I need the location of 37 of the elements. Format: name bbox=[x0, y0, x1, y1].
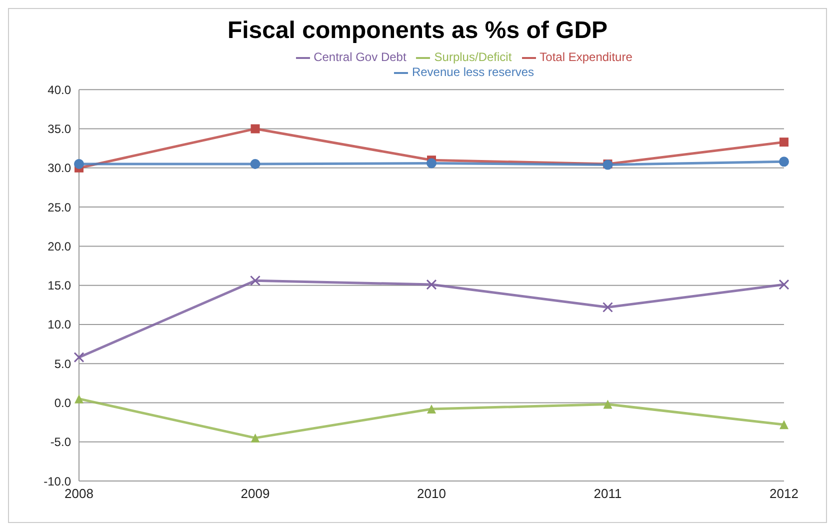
point bbox=[780, 420, 788, 430]
chart-title: Fiscal components as %s of GDP bbox=[226, 17, 609, 45]
point bbox=[780, 138, 788, 147]
y-tick-label: 20.0 bbox=[48, 239, 72, 254]
y-tick-label: 25.0 bbox=[48, 200, 72, 214]
y-tick-label: 40.0 bbox=[48, 82, 72, 97]
point bbox=[778, 279, 790, 290]
y-tick-label: 0.0 bbox=[54, 396, 72, 410]
y-tick-label: -10.0 bbox=[44, 474, 72, 488]
x-tick-label: 2011 bbox=[594, 486, 622, 502]
x-tick-label: 2008 bbox=[64, 486, 94, 502]
point bbox=[779, 156, 789, 167]
y-tick-label: 5.0 bbox=[54, 356, 72, 371]
point bbox=[74, 394, 84, 404]
legend-label: Central Gov Debt bbox=[314, 50, 406, 64]
y-tick-label: -5.0 bbox=[50, 435, 72, 450]
point bbox=[74, 159, 84, 170]
point bbox=[603, 400, 612, 409]
y-tick-label: 10.0 bbox=[48, 318, 72, 332]
y-tick-label: 15.0 bbox=[48, 278, 72, 293]
y-tick-label: 35.0 bbox=[48, 122, 72, 136]
point bbox=[602, 302, 613, 312]
point bbox=[250, 124, 260, 134]
legend-label: Total Expenditure bbox=[540, 50, 632, 64]
point bbox=[250, 159, 260, 170]
legend-label: Revenue less reserves bbox=[412, 64, 534, 79]
point bbox=[74, 352, 84, 363]
point bbox=[250, 433, 260, 442]
legend-label: Surplus/Deficit bbox=[434, 50, 512, 64]
point bbox=[427, 404, 436, 414]
y-tick-label: 30.0 bbox=[48, 161, 72, 176]
point bbox=[426, 279, 437, 290]
x-tick-label: 2010 bbox=[417, 486, 446, 502]
x-tick-label: 2012 bbox=[770, 486, 798, 502]
point bbox=[426, 158, 436, 168]
x-tick-label: 2009 bbox=[240, 486, 270, 502]
point bbox=[250, 275, 260, 286]
